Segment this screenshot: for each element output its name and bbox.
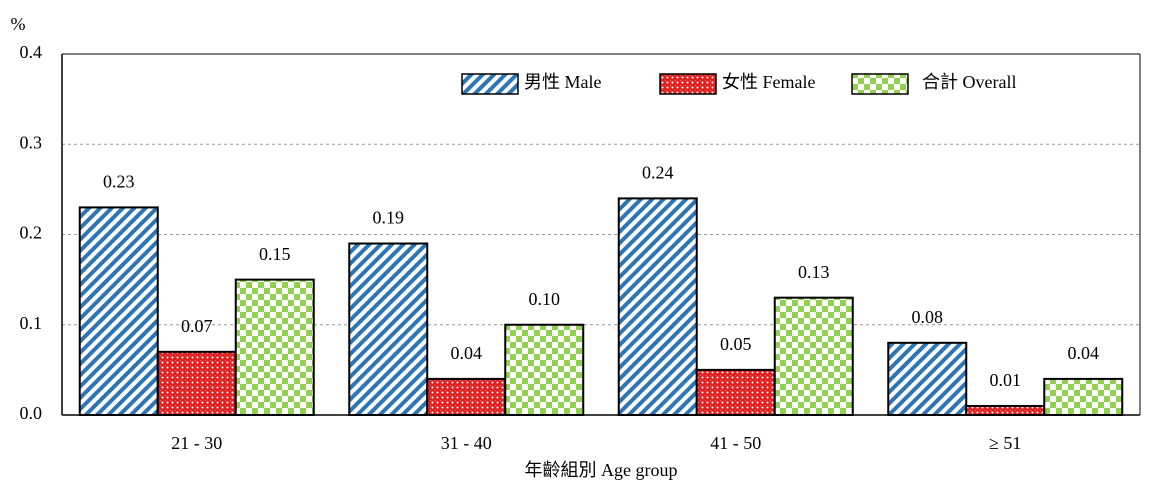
legend-swatch <box>461 73 519 95</box>
bar <box>234 278 315 416</box>
value-label: 0.08 <box>912 307 944 327</box>
value-label: 0.23 <box>103 172 135 192</box>
y-tick-label: 0.1 <box>20 313 43 333</box>
x-tick-label: 31 - 40 <box>441 433 492 453</box>
bar <box>773 296 854 416</box>
bar <box>1043 377 1124 416</box>
legend-label: 女性 Female <box>722 72 815 92</box>
legend-swatch <box>851 73 909 95</box>
bar <box>965 404 1046 417</box>
bar <box>887 341 968 416</box>
legend-swatch <box>659 73 717 95</box>
legend-label: 合計 Overall <box>922 72 1016 92</box>
bar <box>348 242 429 416</box>
x-tick-label: 21 - 30 <box>171 433 222 453</box>
y-unit: % <box>11 14 26 34</box>
x-tick-label: 41 - 50 <box>710 433 761 453</box>
value-label: 0.15 <box>259 244 291 264</box>
value-label: 0.01 <box>990 370 1022 390</box>
y-tick-label: 0.2 <box>20 223 43 243</box>
bar <box>426 377 507 416</box>
x-tick-label: ≥ 51 <box>989 433 1021 453</box>
bar <box>156 350 237 417</box>
bar <box>78 206 159 416</box>
value-label: 0.10 <box>529 289 561 309</box>
bar <box>695 368 776 416</box>
value-label: 0.04 <box>1068 343 1100 363</box>
value-label: 0.07 <box>181 316 213 336</box>
value-label: 0.19 <box>373 208 405 228</box>
y-tick-label: 0.0 <box>20 403 43 423</box>
bar <box>617 197 698 416</box>
value-label: 0.04 <box>451 343 483 363</box>
x-axis-label: 年齡組別 Age group <box>525 460 678 480</box>
value-label: 0.13 <box>798 262 830 282</box>
bar <box>504 323 585 416</box>
y-tick-label: 0.4 <box>20 42 43 62</box>
legend-label: 男性 Male <box>524 72 601 92</box>
value-label: 0.24 <box>642 163 674 183</box>
value-label: 0.05 <box>720 334 752 354</box>
y-tick-label: 0.3 <box>20 132 43 152</box>
